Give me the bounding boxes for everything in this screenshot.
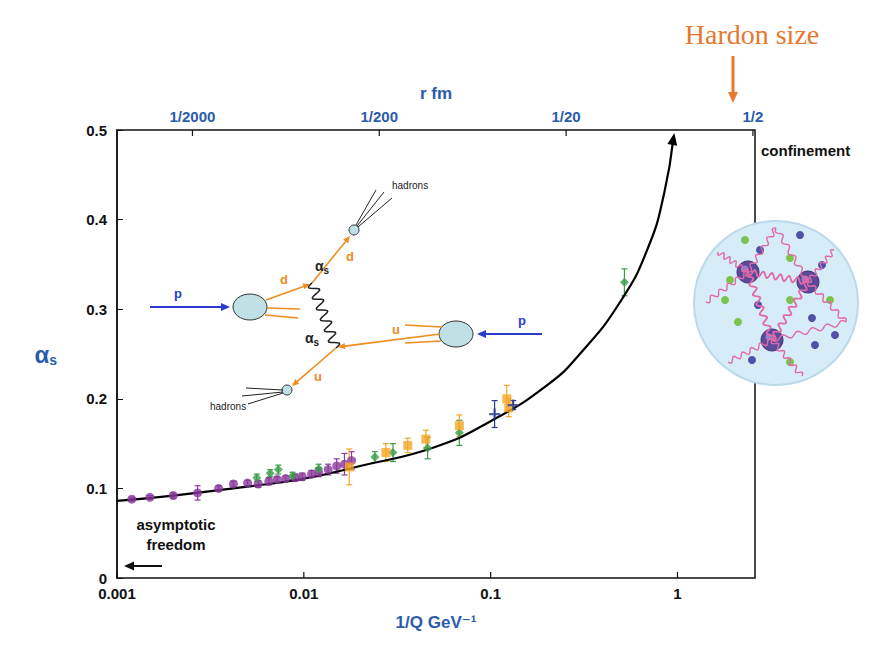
svg-text:α: α: [304, 330, 314, 346]
svg-text:asymptotic: asymptotic: [136, 516, 215, 533]
svg-text:α: α: [314, 258, 324, 274]
svg-text:1/20: 1/20: [551, 108, 580, 125]
svg-text:p: p: [518, 313, 526, 328]
svg-text:hadrons: hadrons: [210, 401, 246, 412]
svg-text:0.2: 0.2: [86, 390, 107, 407]
svg-text:freedom: freedom: [146, 536, 205, 553]
svg-text:u: u: [314, 369, 322, 384]
svg-text:s: s: [49, 352, 57, 368]
svg-text:0.4: 0.4: [86, 211, 108, 228]
svg-text:u: u: [392, 322, 400, 337]
svg-text:confinement: confinement: [761, 142, 850, 159]
svg-text:r fm: r fm: [420, 84, 452, 103]
svg-text:0.3: 0.3: [86, 301, 107, 318]
svg-text:d: d: [346, 249, 354, 264]
svg-text:s: s: [324, 265, 330, 276]
svg-text:0.1: 0.1: [480, 585, 501, 602]
svg-text:1/2000: 1/2000: [170, 108, 216, 125]
svg-text:s: s: [314, 337, 320, 348]
svg-text:0.1: 0.1: [86, 480, 107, 497]
svg-text:α: α: [34, 341, 49, 368]
svg-text:Hardon size: Hardon size: [685, 19, 820, 50]
svg-text:d: d: [280, 272, 288, 287]
svg-text:1/200: 1/200: [360, 108, 398, 125]
svg-text:hadrons: hadrons: [392, 180, 428, 191]
svg-text:1: 1: [673, 585, 681, 602]
svg-text:p: p: [174, 286, 182, 301]
svg-text:0.01: 0.01: [289, 585, 318, 602]
svg-text:0: 0: [99, 570, 107, 587]
svg-text:0.5: 0.5: [86, 122, 107, 139]
svg-text:1/2: 1/2: [742, 108, 763, 125]
svg-text:1/Q GeV⁻¹: 1/Q GeV⁻¹: [396, 613, 477, 632]
svg-text:0.001: 0.001: [98, 585, 136, 602]
